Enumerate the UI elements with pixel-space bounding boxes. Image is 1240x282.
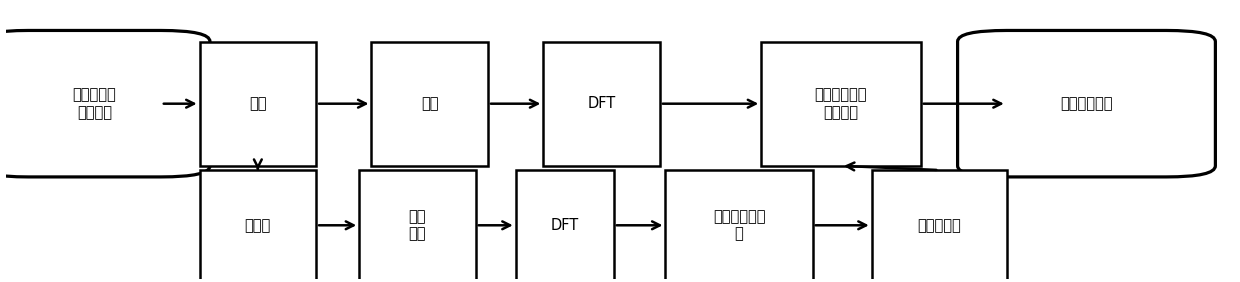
FancyBboxPatch shape — [666, 170, 812, 281]
FancyBboxPatch shape — [200, 41, 316, 166]
Text: DFT: DFT — [551, 218, 579, 233]
FancyBboxPatch shape — [872, 170, 1007, 281]
FancyBboxPatch shape — [372, 41, 489, 166]
FancyBboxPatch shape — [957, 30, 1215, 177]
FancyBboxPatch shape — [761, 41, 921, 166]
Text: 估计声源位置: 估计声源位置 — [1060, 96, 1112, 111]
Text: 分子帧: 分子帧 — [244, 218, 272, 233]
Text: 子帧
加窗: 子帧 加窗 — [409, 209, 427, 241]
FancyBboxPatch shape — [543, 41, 660, 166]
FancyBboxPatch shape — [516, 170, 614, 281]
Text: 麦克风阵列
接收语音: 麦克风阵列 接收语音 — [73, 87, 117, 120]
Text: 加窗: 加窗 — [420, 96, 439, 111]
Text: 频率信噪比估
计: 频率信噪比估 计 — [713, 209, 765, 241]
Text: 修正可控响应
功率计算: 修正可控响应 功率计算 — [815, 87, 867, 120]
Text: 频率软判决: 频率软判决 — [918, 218, 961, 233]
FancyBboxPatch shape — [0, 30, 210, 177]
FancyBboxPatch shape — [200, 170, 316, 281]
Text: 分帧: 分帧 — [249, 96, 267, 111]
FancyBboxPatch shape — [360, 170, 476, 281]
Text: DFT: DFT — [588, 96, 616, 111]
